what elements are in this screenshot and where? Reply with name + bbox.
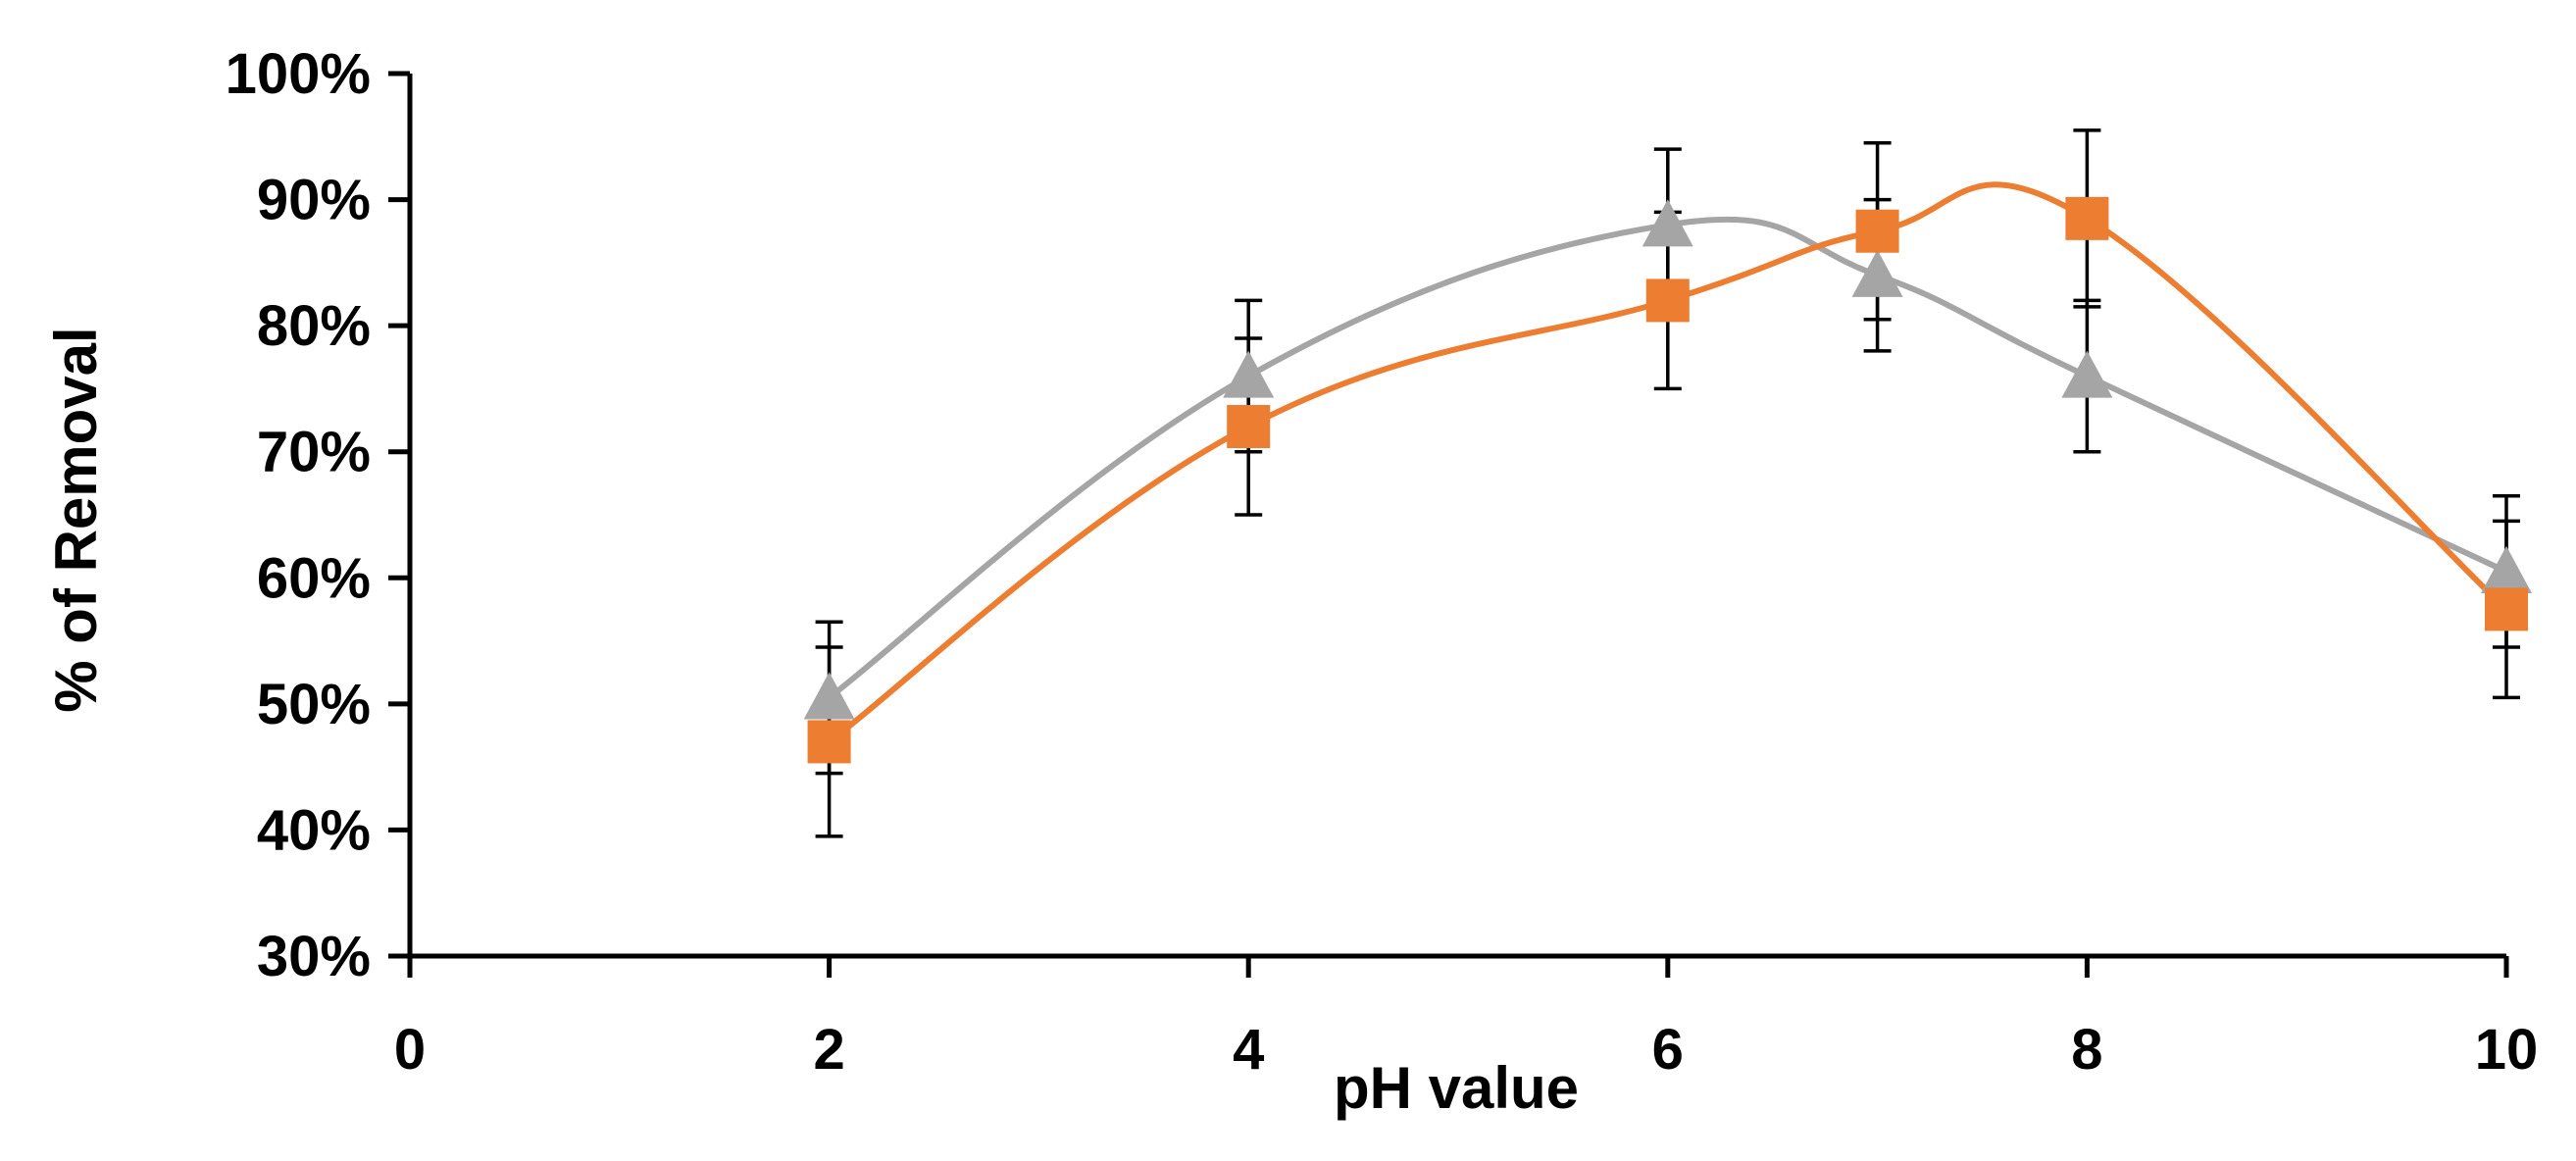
y-tick-label: 90% [257, 169, 371, 232]
data-point-triangle [803, 672, 855, 720]
data-point-triangle [1223, 350, 1275, 398]
axes-group: 30% 40% 50% 60% 70% 80% 90% 100% 0 2 4 6 8 10 [226, 42, 2539, 1082]
y-tick-label: 80% [257, 294, 371, 358]
x-tick-label: 6 [1652, 1018, 1684, 1082]
y-tick-label: 40% [257, 798, 371, 862]
y-tick-label: 50% [257, 673, 371, 736]
x-tick-label: 2 [813, 1018, 844, 1082]
data-point-triangle [2061, 350, 2113, 398]
data-point-square [1645, 278, 1690, 323]
y-tick-label: 70% [257, 421, 371, 484]
data-point-triangle [1642, 199, 1693, 247]
data-point-triangle [2481, 545, 2532, 593]
y-tick-label: 100% [226, 42, 371, 106]
series-line-series-orange [826, 181, 2509, 745]
y-tick-label: 30% [257, 925, 371, 988]
x-tick-label: 0 [394, 1018, 426, 1082]
y-tick-label: 60% [257, 546, 371, 610]
data-point-square [2485, 587, 2528, 631]
data-point-square [2065, 196, 2109, 240]
x-axis-title: pH value [1334, 1055, 1579, 1121]
data-point-square [1227, 405, 1271, 448]
series-line-series-gray [826, 216, 2509, 701]
data-point-triangle [1851, 249, 1903, 297]
series-group [826, 181, 2509, 745]
x-tick-label: 10 [2475, 1018, 2539, 1082]
x-tick-label: 8 [2071, 1018, 2102, 1082]
y-axis-title: % of Removal [43, 327, 109, 712]
x-tick-label: 4 [1233, 1018, 1264, 1082]
data-point-square [807, 720, 851, 764]
data-point-square [1855, 209, 1899, 253]
marker-group [803, 196, 2532, 764]
